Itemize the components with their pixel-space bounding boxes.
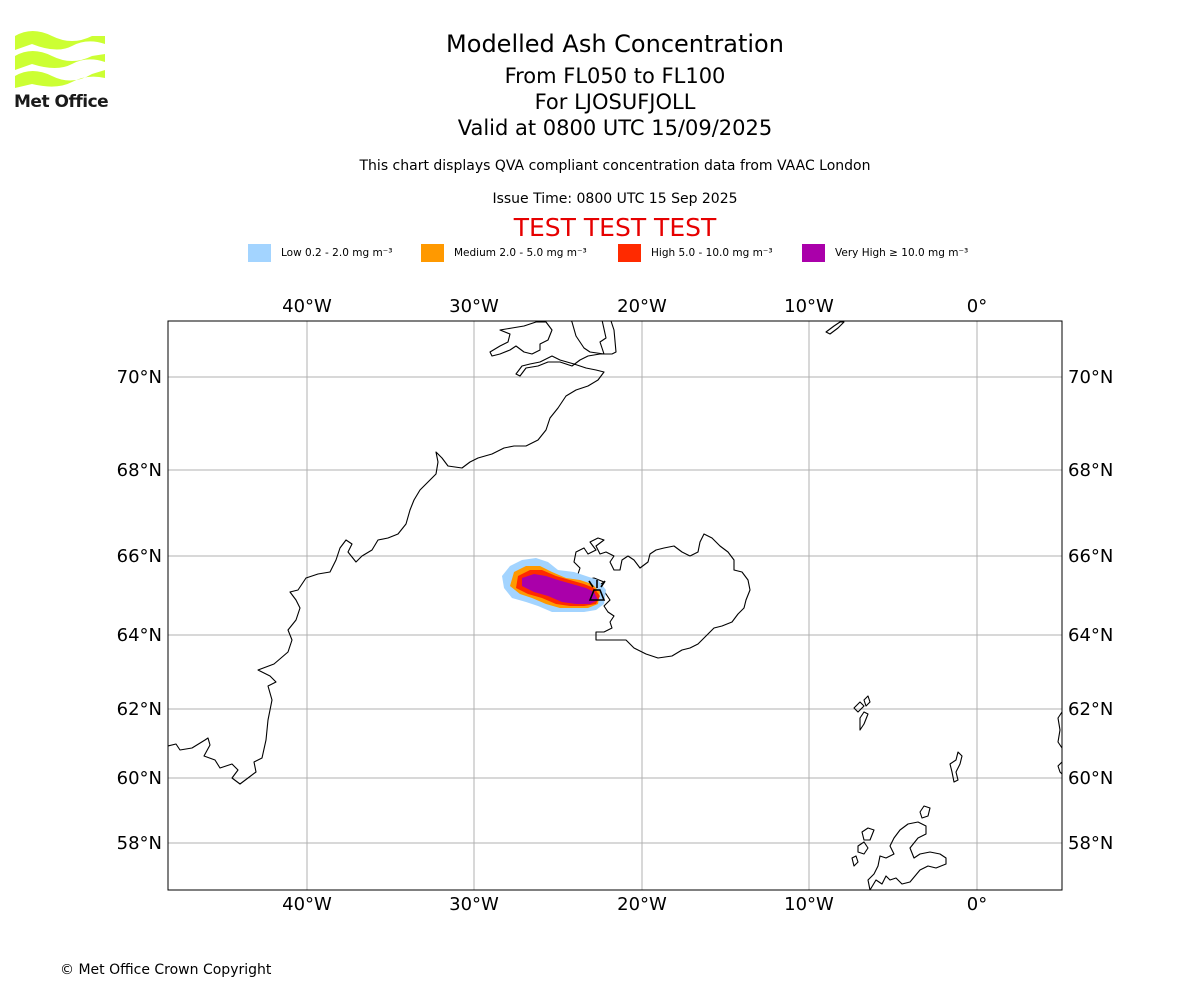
legend-label-high: High 5.0 - 10.0 mg m⁻³ <box>651 247 773 259</box>
legend-label-very-high: Very High ≥ 10.0 mg m⁻³ <box>835 247 969 259</box>
lon-label-top-30w: 30°W <box>449 296 499 317</box>
iceland-coastline <box>573 533 751 659</box>
greenland-coastline <box>168 321 617 785</box>
logo-text: Met Office <box>14 92 109 112</box>
flight-level-range: From FL050 to FL100 <box>504 64 726 88</box>
ash-plume <box>502 558 606 612</box>
lon-label-top-10w: 10°W <box>784 296 834 317</box>
met-office-logo-icon <box>15 31 105 88</box>
lon-label-bottom-20w: 20°W <box>617 894 667 915</box>
left-latitude-labels: 70°N 68°N 66°N 64°N 62°N 60°N 58°N <box>117 367 162 854</box>
issue-time: Issue Time: 0800 UTC 15 Sep 2025 <box>492 191 738 207</box>
lat-label-left-66n: 66°N <box>117 546 162 567</box>
orkney-hebrides <box>851 805 931 867</box>
lat-label-left-58n: 58°N <box>117 833 162 854</box>
data-source-note: This chart displays QVA compliant concen… <box>359 158 871 174</box>
right-latitude-labels: 70°N 68°N 66°N 64°N 62°N 60°N 58°N <box>1068 367 1113 854</box>
greenland-northeast-islands <box>489 321 553 357</box>
faroe-islands <box>853 695 871 731</box>
chart-title: Modelled Ash Concentration <box>446 30 784 58</box>
legend-item-low: Low 0.2 - 2.0 mg m⁻³ <box>248 244 392 262</box>
lon-label-bottom-30w: 30°W <box>449 894 499 915</box>
map-frame <box>167 320 1063 891</box>
lat-label-left-62n: 62°N <box>117 699 162 720</box>
volcano-name: For LJOSUFJOLL <box>534 90 696 114</box>
lon-label-top-20w: 20°W <box>617 296 667 317</box>
lat-label-left-70n: 70°N <box>117 367 162 388</box>
lat-label-right-62n: 62°N <box>1068 699 1113 720</box>
bottom-longitude-labels: 40°W 30°W 20°W 10°W 0° <box>282 894 987 915</box>
legend-swatch-high <box>618 244 641 262</box>
legend-swatch-very-high <box>802 244 825 262</box>
lat-label-right-68n: 68°N <box>1068 460 1113 481</box>
lat-label-left-64n: 64°N <box>117 625 162 646</box>
legend-item-very-high: Very High ≥ 10.0 mg m⁻³ <box>802 244 968 262</box>
test-banner: TEST TEST TEST <box>513 213 717 242</box>
lat-label-right-66n: 66°N <box>1068 546 1113 567</box>
lon-label-top-40w: 40°W <box>282 296 332 317</box>
lat-label-right-58n: 58°N <box>1068 833 1113 854</box>
legend-label-low: Low 0.2 - 2.0 mg m⁻³ <box>281 247 393 259</box>
lat-label-right-60n: 60°N <box>1068 768 1113 789</box>
lat-label-left-60n: 60°N <box>117 768 162 789</box>
legend-label-medium: Medium 2.0 - 5.0 mg m⁻³ <box>454 247 587 259</box>
legend-item-medium: Medium 2.0 - 5.0 mg m⁻³ <box>421 244 587 262</box>
greenland-cape <box>825 321 845 335</box>
lat-label-right-64n: 64°N <box>1068 625 1113 646</box>
top-longitude-labels: 40°W 30°W 20°W 10°W 0° <box>282 296 987 317</box>
scotland-coastline <box>867 821 947 890</box>
lat-label-right-70n: 70°N <box>1068 367 1113 388</box>
lon-label-top-0: 0° <box>967 296 987 317</box>
concentration-legend: Low 0.2 - 2.0 mg m⁻³ Medium 2.0 - 5.0 mg… <box>248 244 1008 264</box>
volcano-icon <box>588 580 606 601</box>
legend-swatch-low <box>248 244 271 262</box>
valid-time: Valid at 0800 UTC 15/09/2025 <box>457 116 773 140</box>
lon-label-bottom-10w: 10°W <box>784 894 834 915</box>
lat-label-left-68n: 68°N <box>117 460 162 481</box>
legend-item-high: High 5.0 - 10.0 mg m⁻³ <box>618 244 773 262</box>
norway-coastline <box>1057 711 1062 775</box>
map-gridlines <box>168 321 1062 890</box>
shetland-islands <box>949 751 963 783</box>
lon-label-bottom-0: 0° <box>967 894 987 915</box>
copyright-notice: © Met Office Crown Copyright <box>60 962 272 978</box>
ash-region-very-high <box>522 574 598 604</box>
lon-label-bottom-40w: 40°W <box>282 894 332 915</box>
legend-swatch-medium <box>421 244 444 262</box>
